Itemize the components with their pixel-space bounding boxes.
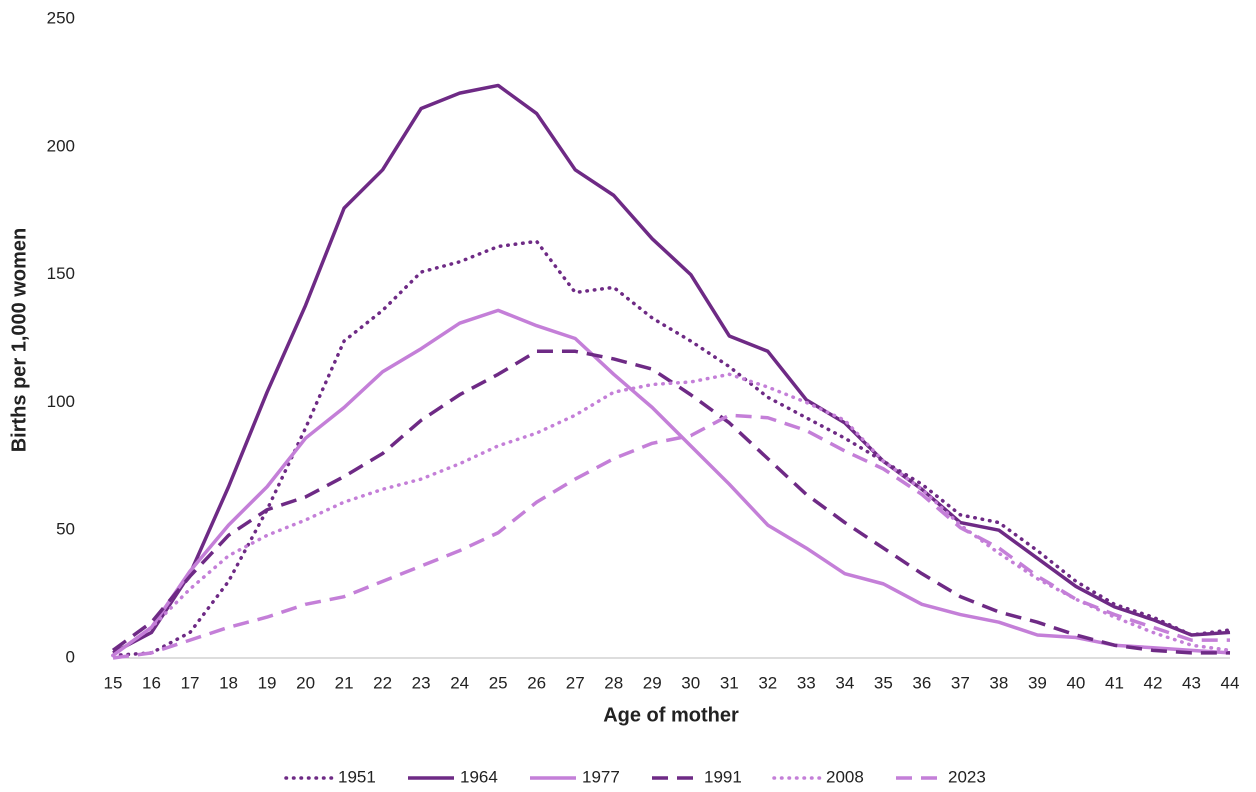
x-tick-label: 39 [1028, 673, 1047, 692]
x-tick-label: 34 [835, 673, 854, 692]
x-tick-label: 24 [450, 673, 469, 692]
series-line [111, 349, 1230, 655]
x-tick-label: 44 [1221, 673, 1240, 692]
x-tick-label: 26 [527, 673, 546, 692]
legend-label: 1951 [338, 767, 376, 786]
x-tick-label: 32 [758, 673, 777, 692]
x-tick-label: 20 [296, 673, 315, 692]
x-tick-label: 15 [104, 673, 123, 692]
x-tick-label: 41 [1105, 673, 1124, 692]
y-tick-label: 100 [47, 392, 75, 411]
x-tick-label: 28 [604, 673, 623, 692]
x-tick-label: 43 [1182, 673, 1201, 692]
x-tick-label: 25 [489, 673, 508, 692]
x-tick-label: 33 [797, 673, 816, 692]
x-tick-label: 23 [412, 673, 431, 692]
y-axis-title: Births per 1,000 women [8, 228, 30, 453]
y-tick-label: 250 [47, 8, 75, 27]
x-tick-label: 30 [681, 673, 700, 692]
y-tick-label: 50 [56, 520, 75, 539]
series-line [111, 308, 1231, 657]
x-tick-label: 40 [1066, 673, 1085, 692]
y-tick-label: 0 [66, 647, 75, 666]
x-tick-label: 22 [373, 673, 392, 692]
x-tick-label: 27 [566, 673, 585, 692]
y-tick-label: 200 [47, 136, 75, 155]
x-tick-label: 31 [720, 673, 739, 692]
x-tick-label: 38 [989, 673, 1008, 692]
legend-label: 1964 [460, 767, 498, 786]
x-tick-label: 19 [258, 673, 277, 692]
x-tick-label: 35 [874, 673, 893, 692]
x-tick-label: 29 [643, 673, 662, 692]
legend-label: 2023 [948, 767, 986, 786]
legend-label: 1991 [704, 767, 742, 786]
x-tick-label: 42 [1144, 673, 1163, 692]
x-tick-label: 21 [335, 673, 354, 692]
legend-label: 1977 [582, 767, 620, 786]
x-axis-title: Age of mother [603, 704, 739, 726]
series-line [111, 239, 1232, 658]
x-tick-label: 18 [219, 673, 238, 692]
legend-label: 2008 [826, 767, 864, 786]
x-tick-label: 36 [912, 673, 931, 692]
x-tick-label: 37 [951, 673, 970, 692]
series-line [111, 372, 1232, 658]
series-line [112, 413, 1230, 660]
x-tick-label: 17 [181, 673, 200, 692]
y-tick-label: 150 [47, 264, 75, 283]
x-tick-label: 16 [142, 673, 161, 692]
series-line [112, 83, 1231, 655]
